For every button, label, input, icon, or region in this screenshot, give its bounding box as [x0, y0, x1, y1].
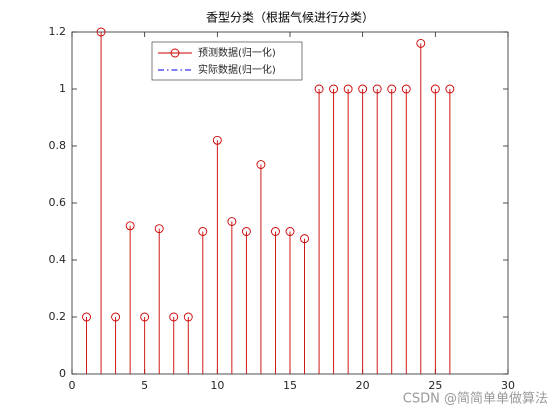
stem-marker — [430, 84, 440, 94]
stem-marker — [314, 84, 324, 94]
stem-marker — [416, 38, 426, 48]
x-tick-label: 5 — [141, 379, 148, 392]
legend-swatch — [170, 48, 180, 58]
chart-title: 香型分类（根据气候进行分类） — [206, 10, 374, 25]
stem-marker — [329, 84, 339, 94]
stem-marker — [241, 227, 251, 236]
x-tick-label: 0 — [69, 379, 76, 392]
legend-label: 预测数据(归一化) — [198, 46, 276, 59]
stem-marker — [183, 312, 193, 322]
stem-marker — [212, 135, 222, 145]
stem-marker — [285, 227, 295, 236]
stem-marker — [198, 227, 208, 236]
stem-marker — [358, 84, 368, 94]
stem-marker — [227, 217, 237, 226]
stem-marker — [401, 84, 411, 94]
y-tick-label: 1 — [59, 82, 66, 95]
x-tick-label: 25 — [428, 379, 442, 392]
legend-box — [151, 41, 303, 81]
y-tick-label: 0.2 — [49, 310, 67, 323]
stem-marker — [256, 160, 266, 169]
y-tick-label: 0.6 — [49, 196, 67, 209]
y-tick-label: 0.4 — [49, 253, 67, 266]
y-tick-label: 1.2 — [49, 25, 67, 38]
stem-marker — [271, 227, 280, 236]
watermark: CSDN @简简单单做算法 — [403, 391, 548, 407]
stem-marker — [372, 84, 382, 94]
stem-marker — [169, 312, 179, 322]
stem-marker — [111, 312, 121, 322]
legend-label: 实际数据(归一化) — [198, 63, 276, 76]
stem-marker — [300, 234, 309, 244]
stem-marker — [140, 312, 150, 322]
x-tick-label: 15 — [283, 379, 297, 392]
stem-marker — [96, 27, 106, 37]
stem-marker — [154, 224, 164, 234]
stem-marker — [82, 312, 91, 322]
x-tick-label: 10 — [210, 379, 224, 392]
stem-marker — [445, 84, 455, 94]
stem-marker — [387, 84, 397, 94]
stem-marker — [125, 221, 135, 231]
stem-marker — [343, 84, 353, 94]
y-tick-label: 0 — [59, 367, 66, 380]
x-tick-label: 30 — [501, 379, 515, 392]
y-tick-label: 0.8 — [49, 139, 67, 152]
x-tick-label: 20 — [356, 379, 370, 392]
